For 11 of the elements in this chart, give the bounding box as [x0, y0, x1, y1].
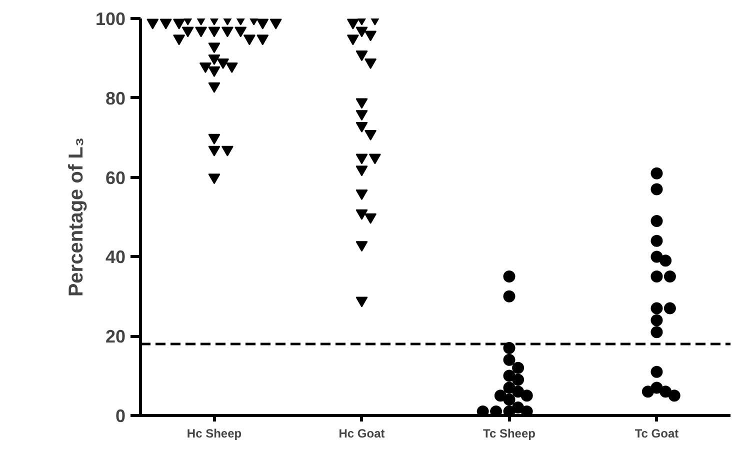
- x-tick-label: Tc Goat: [634, 426, 679, 440]
- x-tick-label: Tc Sheep: [483, 426, 536, 440]
- y-tick-label: 80: [105, 88, 126, 108]
- y-axis-title: Percentage of L₃: [65, 137, 88, 297]
- y-tick-label: 60: [105, 168, 126, 188]
- y-tick-label: 100: [95, 9, 126, 29]
- y-tick-label: 20: [105, 326, 126, 347]
- y-tick-label: 40: [105, 247, 126, 268]
- y-tick-label: 0: [115, 406, 126, 426]
- x-tick-label: Hc Sheep: [186, 426, 242, 440]
- x-tick-label: Hc Goat: [338, 426, 385, 440]
